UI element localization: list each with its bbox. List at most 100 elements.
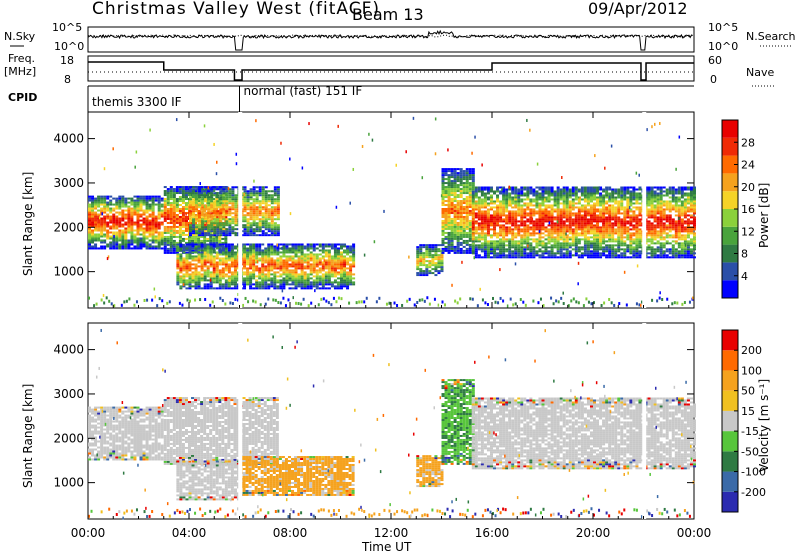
- heatmap-cell: [264, 200, 268, 203]
- heatmap-cell: [210, 186, 214, 189]
- heatmap-cell: [210, 206, 214, 209]
- heatmap-cell: [225, 220, 229, 223]
- heatmap-cell: [444, 174, 448, 177]
- heatmap-cell: [133, 199, 137, 202]
- heatmap-cell: [213, 218, 217, 221]
- heatmap-cell: [547, 220, 551, 223]
- heatmap-cell: [535, 186, 539, 189]
- heatmap-cell: [349, 277, 353, 280]
- heatmap-cell: [352, 259, 356, 262]
- heatmap-cell: [571, 224, 575, 227]
- heatmap-cell: [611, 196, 615, 199]
- heatmap-cell: [333, 265, 337, 268]
- heatmap-cell: [514, 234, 518, 237]
- heatmap-cell: [106, 225, 110, 228]
- heatmap-cell: [520, 198, 524, 201]
- heatmap-cell: [261, 214, 265, 217]
- heatmap-cell: [593, 252, 596, 255]
- heatmap-cell: [228, 196, 232, 199]
- heatmap-cell: [514, 216, 518, 219]
- heatmap-cell: [343, 263, 347, 266]
- heatmap-cell: [184, 227, 188, 230]
- heatmap-cell: [261, 226, 265, 229]
- heatmap-cell: [434, 270, 438, 273]
- heatmap-cell: [181, 231, 185, 234]
- heatmap-cell: [441, 231, 445, 234]
- heatmap-cell: [185, 259, 189, 262]
- heatmap-cell: [215, 192, 219, 195]
- heatmap-cell: [571, 192, 575, 195]
- heatmap-cell: [201, 212, 205, 215]
- heatmap-cell: [312, 267, 316, 270]
- heatmap-cell: [440, 262, 444, 265]
- heatmap-cell: [264, 232, 268, 235]
- heatmap-cell: [444, 188, 448, 191]
- heatmap-cell: [306, 283, 310, 286]
- heatmap-cell: [459, 174, 463, 177]
- heatmap-cell: [611, 226, 615, 229]
- heatmap-cell: [273, 194, 277, 197]
- heatmap-cell: [118, 205, 122, 208]
- heatmap-cell: [493, 202, 497, 205]
- heatmap-cell: [209, 259, 213, 262]
- heatmap-cell: [285, 283, 289, 286]
- heatmap-cell: [184, 241, 188, 244]
- heatmap-cell: [243, 277, 247, 280]
- heatmap-cell: [574, 240, 578, 243]
- heatmap-cell: [231, 190, 235, 193]
- heatmap-cell: [586, 244, 590, 247]
- heatmap-cell: [215, 263, 219, 266]
- heatmap-cell: [136, 211, 140, 214]
- heatmap-cell: [599, 208, 603, 211]
- heatmap-cell: [447, 204, 451, 207]
- heatmap-cell: [127, 197, 131, 200]
- heatmap-cell: [215, 277, 219, 280]
- heatmap-cell: [192, 188, 196, 191]
- heatmap-cell: [309, 267, 313, 270]
- heatmap-cell: [297, 251, 301, 254]
- heatmap-cell: [444, 172, 448, 175]
- heatmap-cell: [252, 218, 256, 221]
- heatmap-cell: [553, 236, 557, 239]
- heatmap-cell: [496, 206, 500, 209]
- heatmap-cell: [270, 243, 274, 246]
- heatmap-cell: [520, 218, 524, 221]
- heatmap-cell: [276, 194, 280, 197]
- heatmap-cell: [453, 178, 457, 181]
- heatmap-cell: [574, 214, 578, 217]
- heatmap-cell: [215, 265, 219, 268]
- heatmap-cell: [243, 232, 247, 235]
- heatmap-cell: [206, 273, 210, 276]
- heatmap-cell: [189, 212, 192, 215]
- heatmap-cell: [218, 275, 222, 278]
- heatmap-cell: [602, 252, 606, 255]
- heatmap-cell: [179, 245, 183, 248]
- heatmap-cell: [300, 259, 304, 262]
- heatmap-cell: [273, 279, 277, 282]
- heatmap-cell: [574, 246, 578, 249]
- heatmap-cell: [142, 211, 146, 214]
- heatmap-cell: [276, 257, 280, 260]
- heatmap-cell: [198, 230, 202, 233]
- heatmap-cell: [294, 243, 298, 246]
- heatmap-cell: [589, 232, 593, 235]
- heatmap-cell: [574, 218, 578, 221]
- heatmap-cell: [130, 227, 134, 230]
- heatmap-cell: [210, 226, 214, 229]
- heatmap-cell: [309, 263, 313, 266]
- heatmap-cell: [611, 208, 615, 211]
- heatmap-cell: [550, 244, 554, 247]
- heatmap-cell: [450, 206, 454, 209]
- heatmap-cell: [219, 228, 223, 231]
- heatmap-cell: [306, 259, 310, 262]
- heatmap-cell: [169, 233, 173, 236]
- heatmap-cell: [169, 237, 173, 240]
- heatmap-cell: [529, 256, 533, 259]
- heatmap-cell: [203, 243, 207, 246]
- heatmap-cell: [611, 210, 615, 213]
- heatmap-cell: [462, 245, 466, 248]
- heatmap-cell: [197, 281, 201, 284]
- heatmap-cell: [103, 199, 107, 202]
- heatmap-cell: [502, 220, 506, 223]
- heatmap-cell: [437, 260, 441, 263]
